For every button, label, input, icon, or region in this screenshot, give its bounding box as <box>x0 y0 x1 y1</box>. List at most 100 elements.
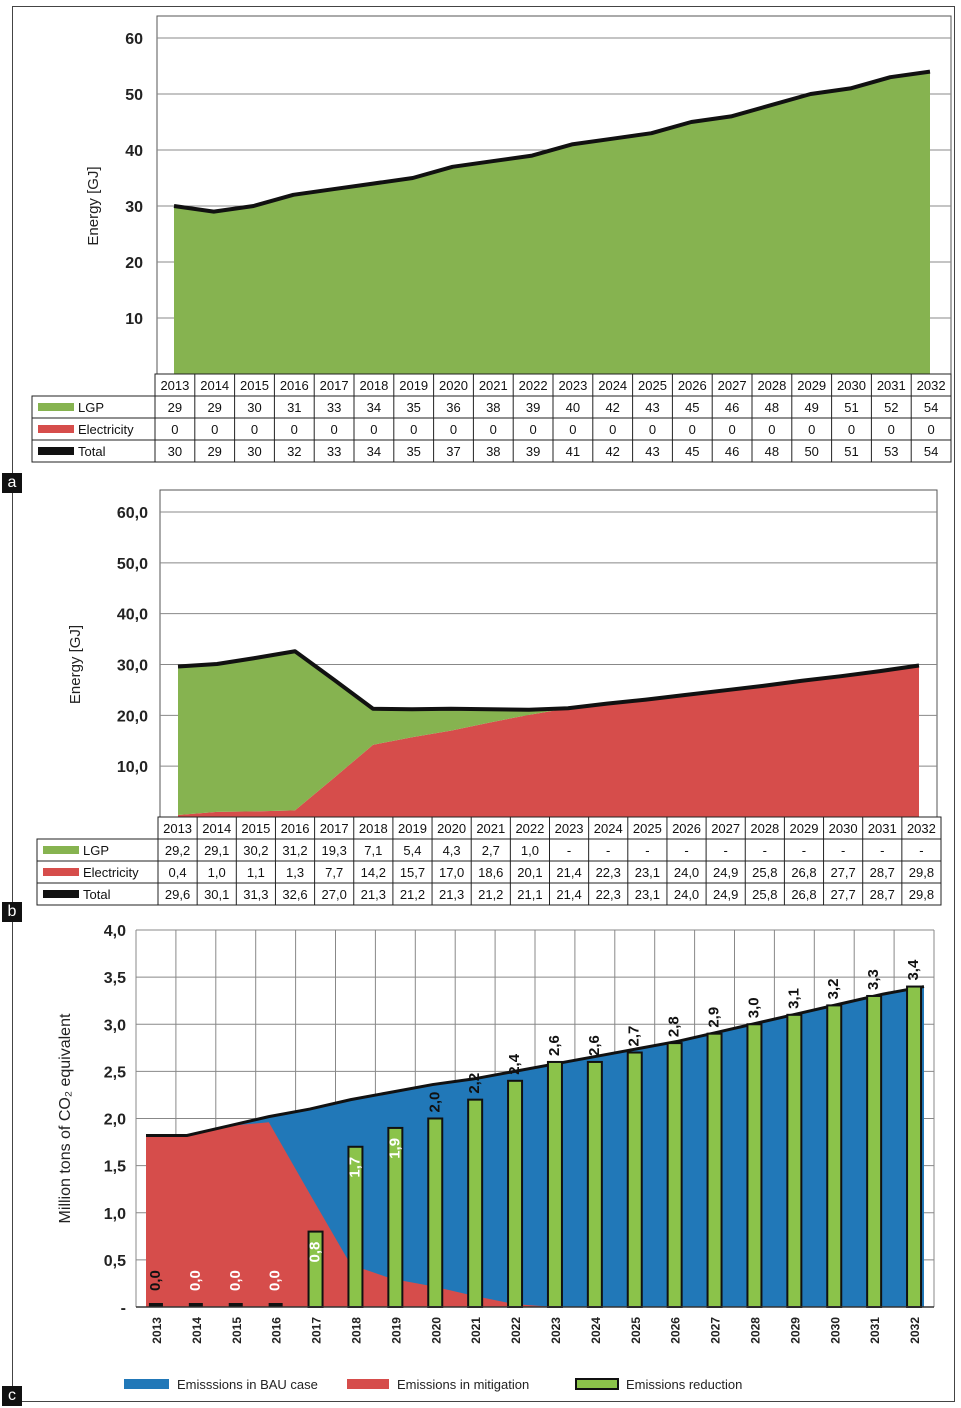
chart-a-table-cell: 34 <box>367 400 381 415</box>
chart-b-table-cell: 15,7 <box>400 865 425 880</box>
chart-b-ytick-label: 50,0 <box>117 556 148 573</box>
chart-b-table-header-cell: 2031 <box>868 821 897 836</box>
chart-b-ylabel: Energy [GJ] <box>67 625 84 704</box>
chart-c-xtick-label: 2022 <box>509 1317 523 1344</box>
chart-a-table-cell: 45 <box>685 444 699 459</box>
chart-c-bar-reduction <box>586 1060 603 1308</box>
chart-b-area-lgp <box>178 651 919 815</box>
chart-b-table-cell: - <box>606 843 610 858</box>
chart-c-bar-reduction <box>626 1051 643 1309</box>
chart-b-table-cell: 29,8 <box>909 887 934 902</box>
chart-a-table-cell: 0 <box>927 422 934 437</box>
chart-a-table-cell: 39 <box>526 400 540 415</box>
chart-a-table-cell: 0 <box>609 422 616 437</box>
chart-b-ytick-label: 30,0 <box>117 658 148 675</box>
chart-c-bar-label: 1,9 <box>386 1138 403 1159</box>
chart-c-bar-reduction <box>666 1042 683 1308</box>
chart-b-table-header-cell: 2024 <box>594 821 623 836</box>
chart-a-table-header-cell: 2023 <box>558 378 587 393</box>
chart-b-table-header-cell: 2016 <box>281 821 310 836</box>
chart-a-table-header-cell: 2032 <box>917 378 946 393</box>
chart-b-table-cell: 28,7 <box>870 865 895 880</box>
chart-c-xtick-label: 2013 <box>150 1317 164 1344</box>
chart-a-table-cell: 48 <box>765 444 779 459</box>
chart-c-legend-swatch <box>575 1378 619 1390</box>
chart-b-table-cell: 29,2 <box>165 843 190 858</box>
chart-a-table-cell: 43 <box>645 400 659 415</box>
chart-b-table-header-cell: 2020 <box>437 821 466 836</box>
chart-c-xtick-label: 2024 <box>589 1317 603 1344</box>
chart-a-ytick-label: 40 <box>125 143 143 160</box>
chart-b-table-header-cell: 2025 <box>633 821 662 836</box>
chart-b-table-header-cell: 2027 <box>711 821 740 836</box>
chart-b-table-cell: 1,0 <box>521 843 539 858</box>
chart-c-bar-reduction <box>467 1098 484 1309</box>
chart-b-table-cell: 21,3 <box>361 887 386 902</box>
chart-b-table-cell: - <box>763 843 767 858</box>
chart-a-table-header-cell: 2020 <box>439 378 468 393</box>
chart-c-ytick-label: 3,0 <box>104 1017 126 1034</box>
chart-c-bar-label: 0,0 <box>267 1270 284 1291</box>
chart-a-table-cell: 40 <box>566 400 580 415</box>
chart-b-table-cell: 29,1 <box>204 843 229 858</box>
chart-b-table-cell: 31,3 <box>243 887 268 902</box>
chart-c-legend-label: Emissions reduction <box>626 1377 742 1392</box>
chart-c-ytick-label: 0,5 <box>104 1253 126 1270</box>
chart-b-table-cell: 21,2 <box>478 887 503 902</box>
chart-b-table-cell: 22,3 <box>596 865 621 880</box>
chart-b-table-cell: - <box>645 843 649 858</box>
chart-a-line-total <box>173 69 931 214</box>
chart-a-table-cell: 51 <box>844 400 858 415</box>
chart-a-table-header-cell: 2025 <box>638 378 667 393</box>
chart-b-legend-swatch-total <box>43 890 79 898</box>
chart-a-table-cell: 48 <box>765 400 779 415</box>
chart-b-table-cell: 22,3 <box>596 887 621 902</box>
chart-b-line-total <box>177 649 920 712</box>
chart-c-bar-label: 3,0 <box>745 997 762 1018</box>
chart-a-table-cell: 46 <box>725 444 739 459</box>
chart-b-table-header-cell: 2015 <box>241 821 270 836</box>
chart-c-legend-swatch <box>347 1379 389 1389</box>
chart-c-bar-label: 0,8 <box>307 1242 324 1263</box>
chart-b-table-cell: 31,2 <box>282 843 307 858</box>
chart-c-bar-reduction <box>228 1303 243 1307</box>
chart-c-bar-label: 3,1 <box>785 988 802 1009</box>
chart-b-table-cell: 5,4 <box>403 843 421 858</box>
chart-b-table-header-cell: 2019 <box>398 821 427 836</box>
chart-b-table-header-cell: 2014 <box>202 821 231 836</box>
chart-a-table-cell: 43 <box>645 444 659 459</box>
chart-b-legend-swatch-lgp <box>43 846 79 854</box>
chart-b-table-cell: 7,1 <box>364 843 382 858</box>
chart-b-ytick-label: 60,0 <box>117 505 148 522</box>
chart-b-table-cell: 25,8 <box>752 887 777 902</box>
chart-a-table-cell: 0 <box>211 422 218 437</box>
chart-c-bar-reduction <box>268 1303 283 1307</box>
chart-b-table-cell: 25,8 <box>752 865 777 880</box>
chart-c-bar-reduction <box>706 1032 723 1309</box>
chart-a-table-header-cell: 2022 <box>519 378 548 393</box>
chart-b-table-cell: - <box>880 843 884 858</box>
chart-b-table-header-cell: 2017 <box>320 821 349 836</box>
chart-b-ytick-label: 40,0 <box>117 607 148 624</box>
chart-b-table-body <box>36 838 942 906</box>
chart-b-table-cell: - <box>724 843 728 858</box>
chart-c-area-mitigation <box>146 1122 924 1307</box>
chart-a-table-cell: 52 <box>884 400 898 415</box>
chart-b-table-header-cell: 2022 <box>515 821 544 836</box>
chart-a-table-cell: 0 <box>450 422 457 437</box>
chart-b-table-cell: 17,0 <box>439 865 464 880</box>
chart-b-table-cell: 27,0 <box>322 887 347 902</box>
chart-b-table-cell: 14,2 <box>361 865 386 880</box>
chart-a-table-cell: 35 <box>406 400 420 415</box>
chart-c-bar-label: 3,3 <box>865 969 882 990</box>
chart-b-table-cell: 23,1 <box>635 887 660 902</box>
chart-a-table-header-cell: 2031 <box>877 378 906 393</box>
chart-a-table-header-cell: 2026 <box>678 378 707 393</box>
chart-b-table-cell: 1,0 <box>208 865 226 880</box>
chart-a-table-cell: 33 <box>327 400 341 415</box>
chart-a-table-cell: 35 <box>406 444 420 459</box>
chart-a-table-cell: 0 <box>529 422 536 437</box>
panel-label-b: b <box>2 902 22 922</box>
chart-a-table-cell: 0 <box>728 422 735 437</box>
